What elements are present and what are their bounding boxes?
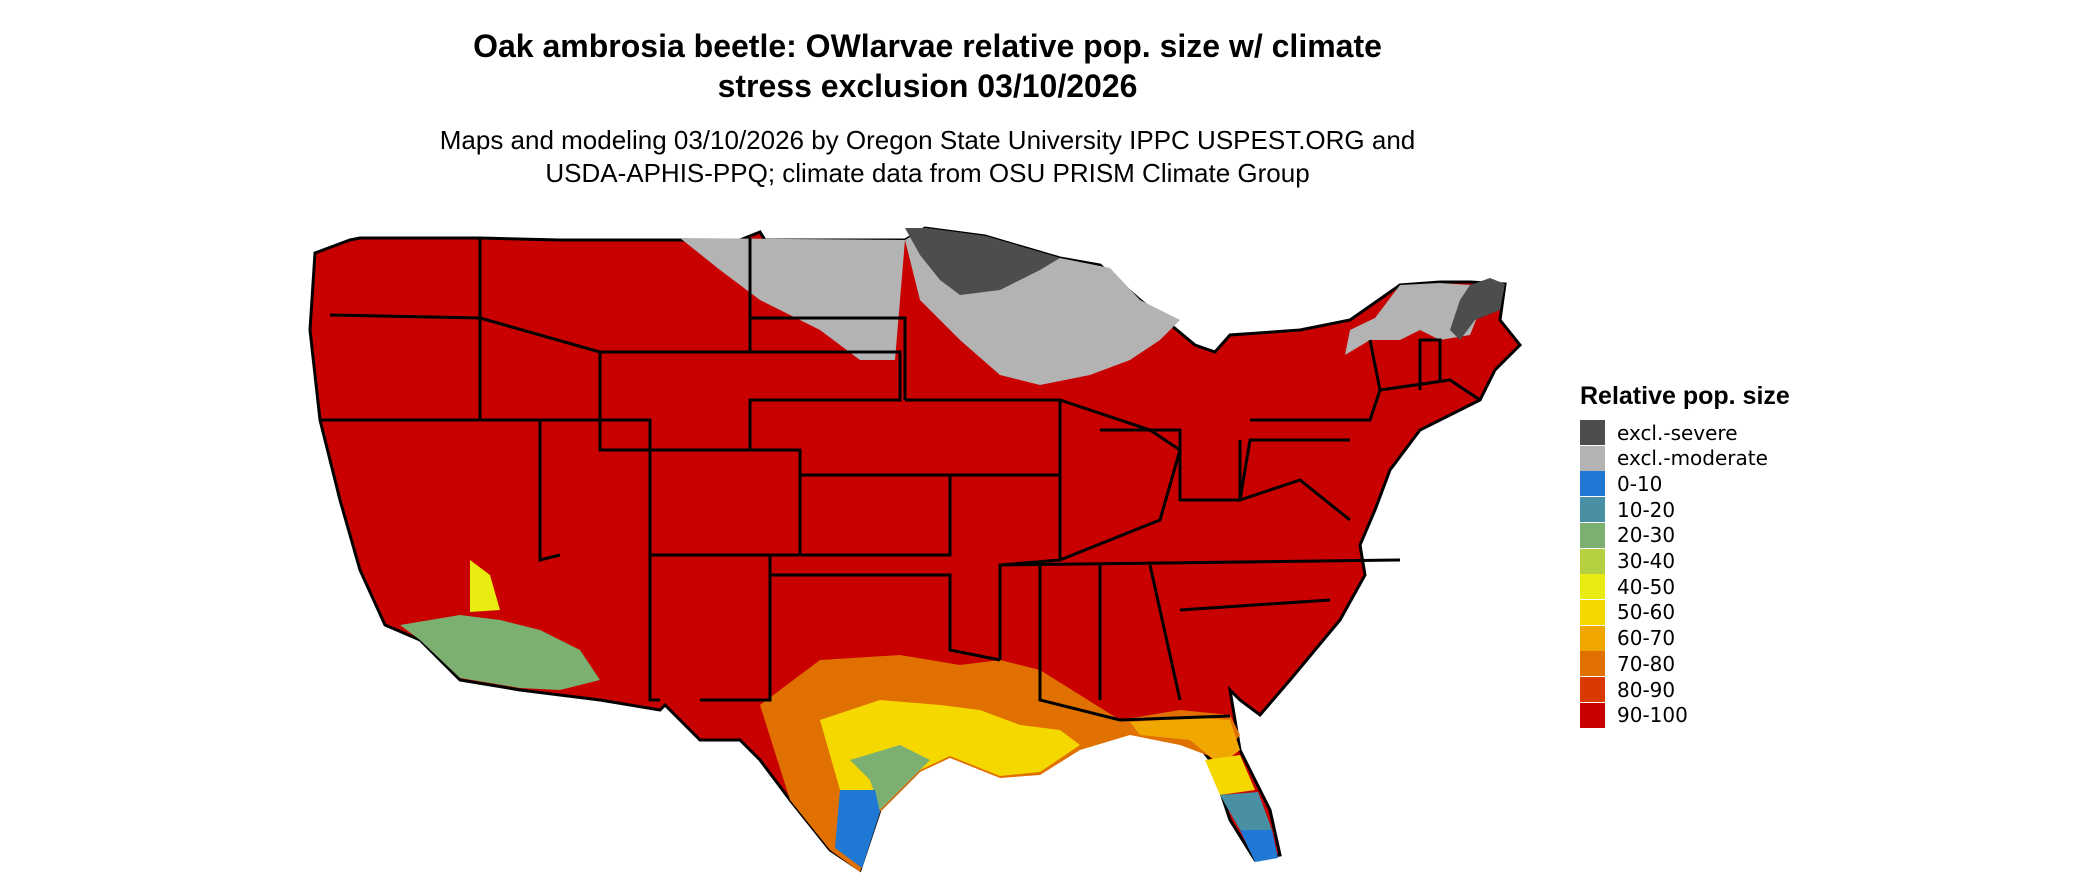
legend-label: 90-100 [1617, 703, 1688, 728]
legend-swatch [1580, 445, 1605, 471]
legend-swatch [1580, 625, 1605, 651]
legend-item: 10-20 [1580, 497, 1676, 523]
legend-item: 60-70 [1580, 625, 1676, 651]
southwest-band-yellow [470, 560, 500, 612]
title-line-2: stress exclusion 03/10/2026 [717, 68, 1138, 104]
legend-swatch [1580, 497, 1605, 523]
gulf-band-20-30 [850, 745, 930, 810]
exclusion-moderate-region [680, 228, 1180, 385]
legend-item: 70-80 [1580, 651, 1676, 677]
legend-label: 70-80 [1617, 651, 1676, 676]
legend-title: Relative pop. size [1580, 382, 1790, 410]
southwest-band-mixed [400, 615, 600, 690]
legend-swatch [1580, 599, 1605, 625]
us-landmass [308, 226, 1523, 873]
legend-label: 40-50 [1617, 574, 1676, 599]
subtitle-line-1: Maps and modeling 03/10/2026 by Oregon S… [439, 125, 1416, 155]
legend-label: 20-30 [1617, 523, 1676, 548]
title-line-1: Oak ambrosia beetle: OWlarvae relative p… [473, 28, 1382, 64]
subtitle-line-2: USDA-APHIS-PPQ; climate data from OSU PR… [545, 158, 1310, 188]
legend-swatch [1580, 420, 1605, 445]
exclusion-moderate-northeast [1345, 283, 1480, 355]
legend-swatch [1580, 651, 1605, 677]
legend-label: 30-40 [1617, 549, 1676, 573]
legend-swatch [1580, 677, 1605, 702]
florida-band-50-60 [1205, 755, 1255, 795]
legend-swatch [1580, 574, 1605, 600]
legend-label: 10-20 [1617, 497, 1676, 522]
florida-band-60-70 [1130, 718, 1240, 765]
exclusion-severe-maine [1450, 278, 1505, 340]
gulf-band-0-10 [835, 790, 880, 868]
legend-swatch [1580, 522, 1605, 548]
legend-label: 50-60 [1617, 600, 1676, 625]
legend-swatch [1580, 548, 1605, 574]
legend-item: 40-50 [1580, 574, 1676, 600]
legend-item: excl.-severe [1580, 420, 1738, 445]
legend-item: 30-40 [1580, 548, 1676, 574]
map-title: Oak ambrosia beetle: OWlarvae relative p… [0, 26, 1855, 106]
legend-item: 90-100 [1580, 702, 1688, 728]
legend-item: 20-30 [1580, 522, 1676, 548]
gulf-band-50-60 [820, 700, 1080, 840]
legend-item: excl.-moderate [1580, 445, 1768, 471]
legend-label: excl.-moderate [1617, 446, 1768, 471]
florida-band-0-10 [1240, 830, 1278, 862]
map-subtitle: Maps and modeling 03/10/2026 by Oregon S… [0, 124, 1855, 190]
legend-swatch [1580, 702, 1605, 728]
legend-label: 60-70 [1617, 626, 1676, 651]
us-map [308, 226, 1523, 873]
florida-band-10-20 [1220, 792, 1272, 830]
legend-label: 0-10 [1617, 471, 1663, 496]
legend-item: 0-10 [1580, 471, 1663, 497]
legend-item: 80-90 [1580, 677, 1675, 702]
legend-swatch [1580, 471, 1605, 497]
legend-item: 50-60 [1580, 599, 1676, 625]
legend-label: excl.-severe [1617, 420, 1738, 445]
exclusion-severe-region [905, 228, 1060, 295]
legend-label: 80-90 [1617, 677, 1676, 702]
state-boundaries [320, 238, 1481, 722]
